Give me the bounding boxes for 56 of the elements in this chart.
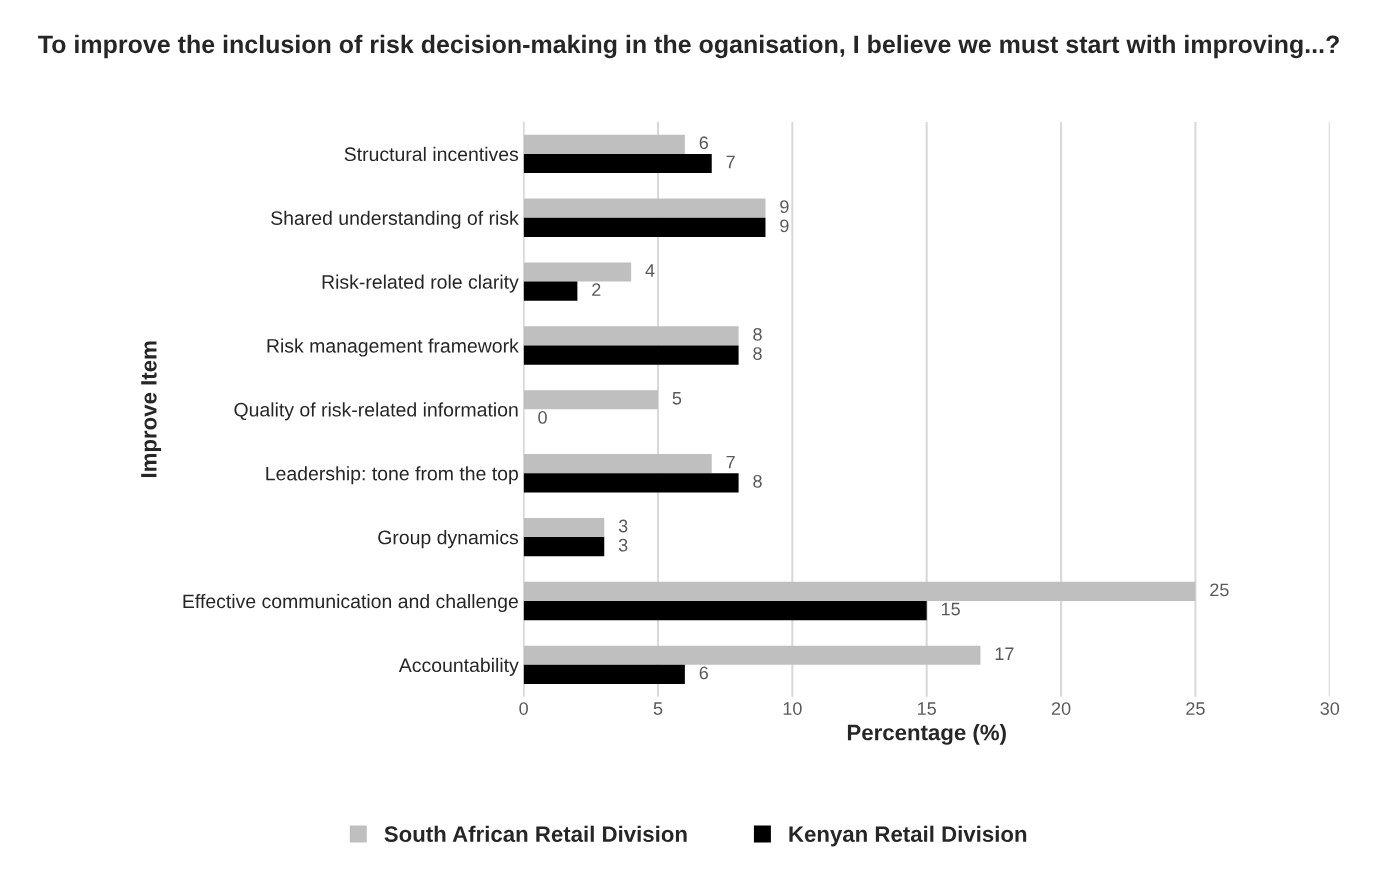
- data-label: 6: [699, 136, 708, 150]
- y-tick-label: Group dynamics: [378, 530, 519, 549]
- data-label: 4: [645, 264, 655, 277]
- data-label: 0: [538, 411, 547, 424]
- data-label: 9: [780, 219, 789, 233]
- data-label: 3: [618, 538, 628, 552]
- data-label: 8: [753, 347, 762, 360]
- data-label: 5: [672, 392, 682, 405]
- bar: [523, 600, 927, 621]
- bar: [523, 345, 739, 365]
- y-tick-label: Risk-related role clarity: [322, 274, 519, 293]
- bar: [523, 198, 766, 218]
- x-tick-label: 20: [1051, 702, 1071, 715]
- data-label: 7: [726, 455, 735, 469]
- bar: [523, 326, 739, 346]
- y-tick-label: Shared understanding of risk: [271, 210, 519, 229]
- data-label: 17: [995, 647, 1014, 660]
- y-tick-label: Risk management framework: [267, 338, 519, 357]
- bar: [523, 153, 712, 174]
- bar: [523, 281, 578, 301]
- x-tick-label: 15: [918, 702, 936, 715]
- data-label: 7: [726, 155, 735, 169]
- x-tick-label: 10: [783, 702, 802, 715]
- y-axis-title: Improve Item: [141, 341, 162, 478]
- bar: [523, 645, 981, 665]
- chart-title: To improve the inclusion of risk decision-making in the oganisation, I believe we must start with improving...?: [38, 34, 1339, 59]
- x-tick-label: 0: [519, 702, 528, 715]
- data-label: 15: [941, 602, 960, 616]
- bar: [523, 664, 685, 685]
- x-tick-label: 5: [653, 702, 663, 715]
- y-tick-label: Structural incentives: [344, 146, 519, 162]
- data-label: 9: [780, 200, 789, 214]
- bar: [523, 581, 1196, 601]
- data-label: 3: [618, 519, 628, 533]
- x-tick-label: 30: [1320, 702, 1340, 715]
- x-axis-title: Percentage (%): [847, 724, 1006, 745]
- bar: [523, 390, 658, 410]
- y-tick-label: Leadership: tone from the top: [266, 466, 518, 485]
- y-tick-label: Effective communication and challenge: [183, 593, 518, 613]
- data-label: 8: [753, 327, 762, 341]
- data-label: 2: [592, 283, 601, 296]
- bar: [523, 454, 712, 474]
- legend-label: Kenyan Retail Division: [789, 825, 1027, 847]
- legend-label: South African Retail Division: [384, 825, 687, 842]
- bar: [523, 217, 766, 237]
- data-label: 6: [699, 666, 708, 680]
- bar: [523, 517, 605, 538]
- y-tick-label: Accountability: [398, 657, 519, 676]
- data-label: 8: [753, 474, 762, 488]
- bar: [523, 134, 685, 154]
- bar: [523, 537, 605, 557]
- bar: [523, 262, 632, 282]
- data-label: 25: [1210, 583, 1229, 597]
- y-tick-label: Quality of risk-related information: [234, 402, 518, 421]
- bar: [523, 473, 739, 493]
- x-tick-label: 25: [1186, 702, 1205, 715]
